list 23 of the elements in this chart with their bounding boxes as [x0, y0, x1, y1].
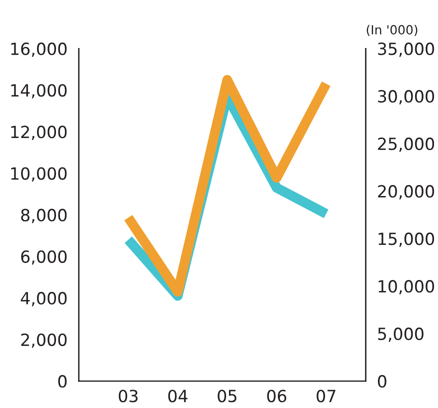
y-tick-label: 4,000 [20, 292, 67, 306]
x-tick-label: 05 [218, 390, 236, 402]
x-tick-label: 04 [168, 390, 188, 402]
y-tick-label: 16,000 [11, 42, 67, 57]
y-tick-label: 12,000 [11, 126, 67, 140]
y-tick-label: 8,000 [21, 208, 67, 224]
y2-tick-label: 5,000 [378, 328, 424, 342]
y-tick-label: 2,000 [21, 333, 67, 348]
y-tick-label: 0 [58, 375, 67, 388]
y2-tick-label: 10,000 [378, 280, 434, 294]
y2-tick-label: 15,000 [378, 232, 434, 247]
y-tick-label: 6,000 [21, 250, 67, 265]
y-tick-label: 14,000 [11, 84, 67, 98]
x-tick-label: 03 [118, 390, 138, 402]
y2-tick-label: 30,000 [378, 90, 434, 104]
y2-tick-label: 25,000 [378, 138, 434, 152]
y2-tick-label: 0 [378, 375, 386, 388]
y2-tick-label: 20,000 [378, 185, 434, 200]
x-tick-label: 07 [316, 390, 336, 402]
y-tick-label: 10,000 [11, 167, 67, 182]
x-tick-label: 06 [267, 390, 286, 402]
y2-axis-title: (In '000) [366, 24, 418, 36]
y2-tick-label: 35,000 [378, 42, 434, 57]
